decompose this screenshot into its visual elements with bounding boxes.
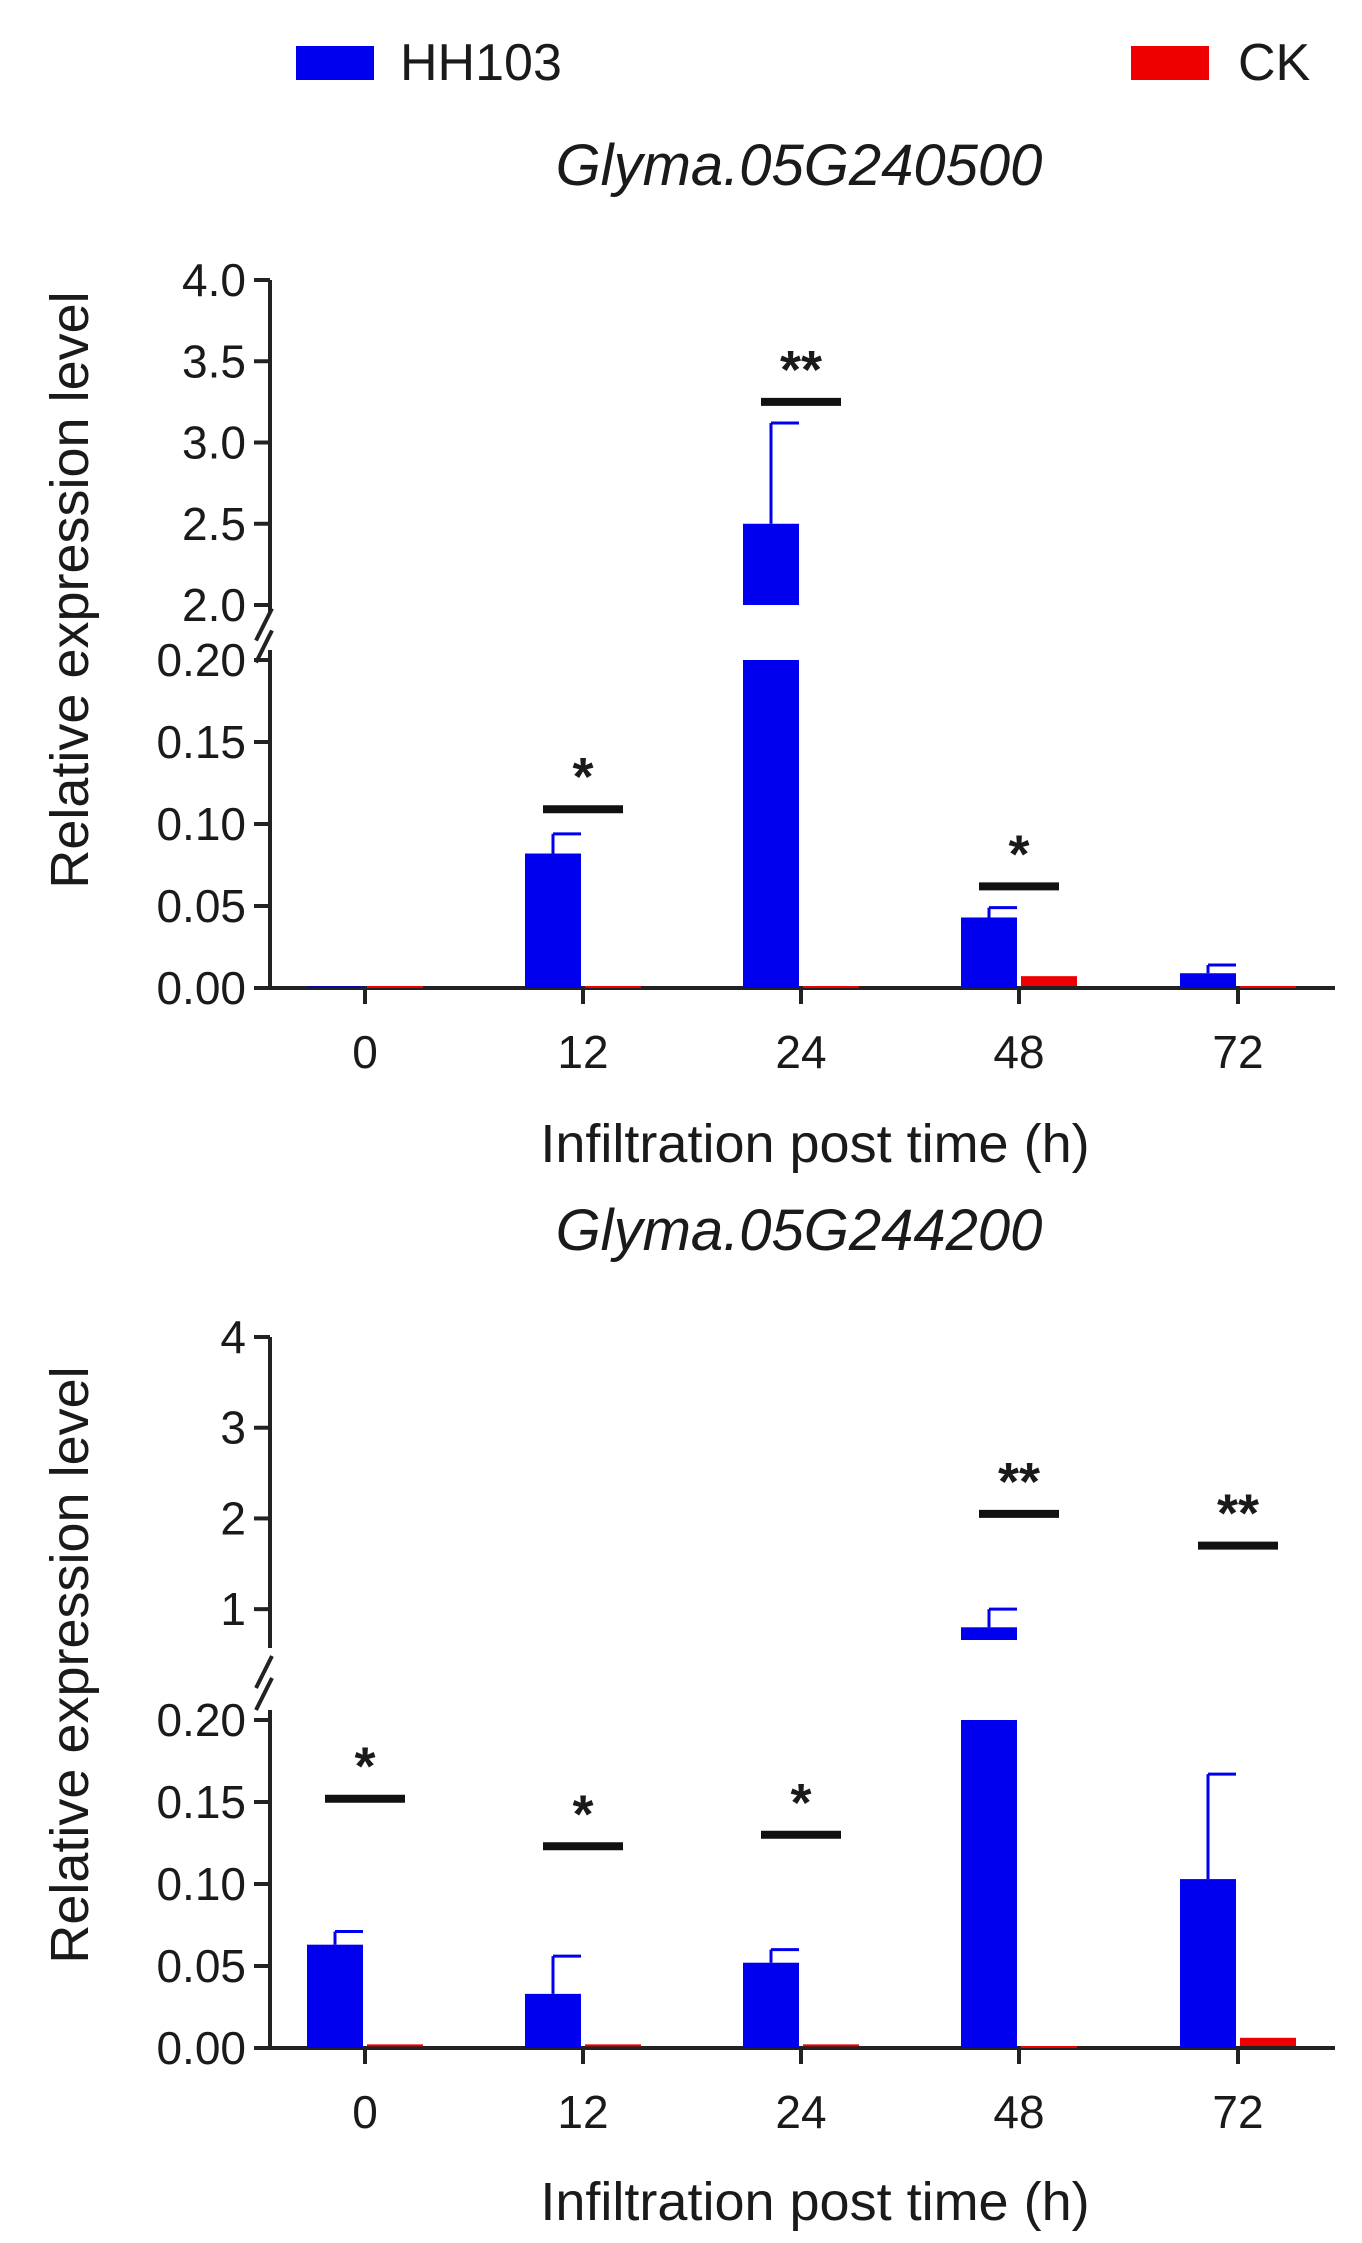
bar-hh103 bbox=[525, 853, 581, 988]
y-tick-label: 3.0 bbox=[182, 417, 246, 469]
x-axis-label: Infiltration post time (h) bbox=[540, 2172, 1089, 2232]
significance-label: * bbox=[790, 1773, 811, 1833]
x-tick-label: 72 bbox=[1212, 2086, 1263, 2138]
bar-hh103 bbox=[743, 660, 799, 988]
significance-label: * bbox=[572, 747, 593, 807]
significance-label: ** bbox=[780, 340, 822, 400]
legend-swatch-ck bbox=[1131, 46, 1209, 80]
x-tick-label: 72 bbox=[1212, 1026, 1263, 1078]
axis-break-mark bbox=[254, 1677, 274, 1711]
bar-ck bbox=[803, 986, 859, 988]
axis-break-mark bbox=[254, 607, 274, 642]
y-axis-label: Relative expression level bbox=[40, 1366, 100, 1963]
bar-hh103 bbox=[307, 986, 363, 988]
y-tick-label: 0.10 bbox=[156, 1858, 246, 1910]
significance-label: ** bbox=[998, 1452, 1040, 1512]
bar-ck bbox=[1240, 2037, 1296, 2046]
x-tick-label: 48 bbox=[993, 1026, 1044, 1078]
y-tick-label: 2.0 bbox=[182, 579, 246, 631]
x-tick-label: 12 bbox=[557, 1026, 608, 1078]
y-tick-label: 0.15 bbox=[156, 1776, 246, 1828]
bar-hh103 bbox=[743, 1962, 799, 2048]
legend-label-hh103: HH103 bbox=[400, 34, 562, 92]
bar-hh103 bbox=[525, 1993, 581, 2048]
legend-swatch-hh103 bbox=[296, 46, 374, 80]
bar-ck bbox=[585, 986, 641, 988]
axis-break-mark bbox=[254, 1655, 274, 1689]
bar-ck bbox=[367, 2044, 423, 2047]
x-tick-label: 24 bbox=[775, 2086, 826, 2138]
y-axis-label: Relative expression level bbox=[40, 291, 100, 888]
y-tick-label: 0.15 bbox=[156, 716, 246, 768]
chart-title: Glyma.05G244200 bbox=[556, 1198, 1043, 1263]
bar-ck bbox=[585, 2044, 641, 2047]
bar-ck bbox=[803, 2044, 859, 2047]
chart-title: Glyma.05G240500 bbox=[556, 133, 1043, 198]
bar-hh103 bbox=[1180, 1879, 1236, 2048]
bar-ck bbox=[1240, 986, 1296, 988]
bar-hh103 bbox=[743, 523, 799, 605]
bar-hh103 bbox=[961, 917, 1017, 988]
y-tick-label: 0.00 bbox=[156, 962, 246, 1014]
bar-ck bbox=[1021, 2046, 1077, 2048]
y-tick-label: 0.10 bbox=[156, 798, 246, 850]
x-axis-label: Infiltration post time (h) bbox=[540, 1114, 1089, 1174]
y-tick-label: 0.20 bbox=[156, 1694, 246, 1746]
y-tick-label: 0.05 bbox=[156, 1940, 246, 1992]
y-tick-label: 0.05 bbox=[156, 880, 246, 932]
chart-glyma-05g240500: Glyma.05G240500 Relative expression leve… bbox=[40, 133, 1335, 1174]
bar-hh103 bbox=[961, 1627, 1017, 1640]
bar-hh103 bbox=[1180, 973, 1236, 988]
y-tick-label: 2.5 bbox=[182, 498, 246, 550]
legend-label-ck: CK bbox=[1238, 34, 1311, 92]
bar-ck bbox=[1021, 976, 1077, 986]
significance-label: * bbox=[1008, 824, 1029, 884]
x-tick-label: 48 bbox=[993, 2086, 1044, 2138]
significance-label: * bbox=[354, 1737, 375, 1797]
y-tick-label: 4 bbox=[220, 1311, 246, 1363]
y-tick-label: 4.0 bbox=[182, 254, 246, 306]
bar-hh103 bbox=[307, 1944, 363, 2048]
y-tick-label: 2 bbox=[220, 1492, 246, 1544]
x-tick-label: 0 bbox=[352, 1026, 378, 1078]
x-tick-label: 0 bbox=[352, 2086, 378, 2138]
y-tick-label: 3 bbox=[220, 1402, 246, 1454]
y-tick-label: 1 bbox=[220, 1583, 246, 1635]
y-tick-label: 0.00 bbox=[156, 2022, 246, 2074]
significance-label: * bbox=[572, 1784, 593, 1844]
y-tick-label: 0.20 bbox=[156, 634, 246, 686]
significance-label: ** bbox=[1217, 1484, 1259, 1544]
legend: HH103 CK bbox=[296, 34, 1311, 92]
chart-glyma-05g244200: Glyma.05G244200 Relative expression leve… bbox=[40, 1198, 1335, 2232]
x-tick-label: 12 bbox=[557, 2086, 608, 2138]
axis-break-mark bbox=[254, 629, 274, 664]
x-tick-label: 24 bbox=[775, 1026, 826, 1078]
y-tick-label: 3.5 bbox=[182, 335, 246, 387]
bar-hh103 bbox=[961, 1720, 1017, 2048]
bar-ck bbox=[367, 986, 423, 988]
